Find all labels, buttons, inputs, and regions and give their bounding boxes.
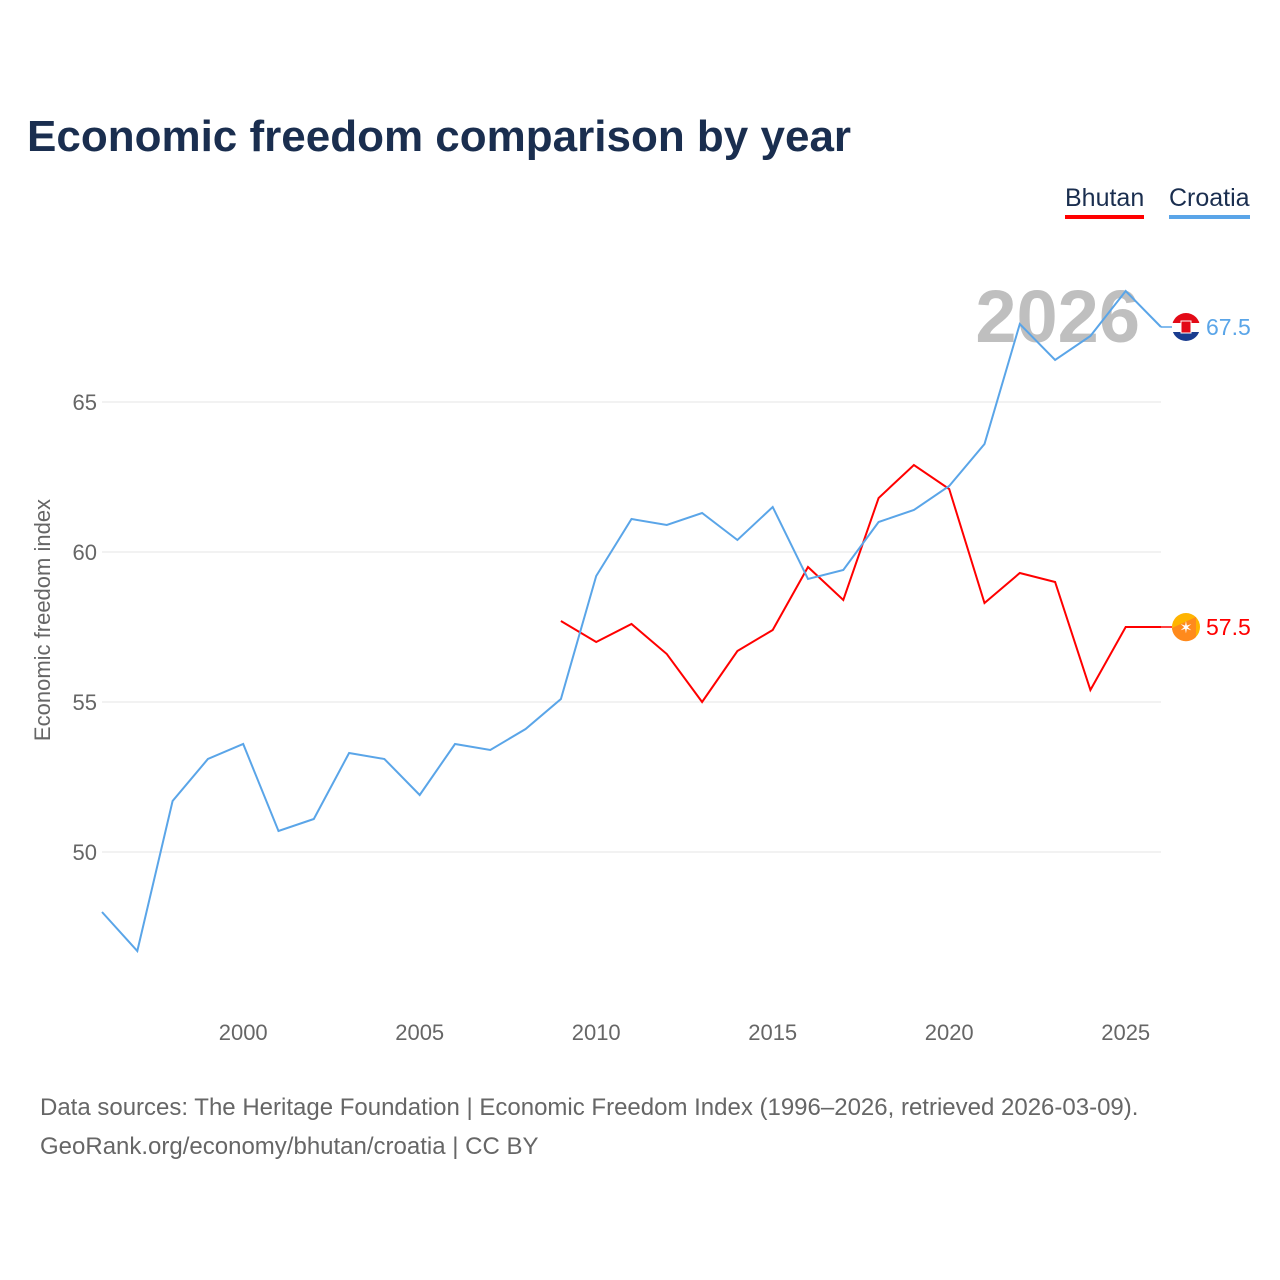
x-tick-label: 2000	[219, 1020, 268, 1045]
svg-text:✶: ✶	[1179, 620, 1192, 637]
x-tick-label: 2020	[925, 1020, 974, 1045]
series-line-bhutan	[560, 463, 1161, 704]
year-watermark: 2026	[975, 275, 1140, 358]
y-tick-label: 55	[73, 690, 97, 715]
y-tick-label: 60	[73, 540, 97, 565]
flag-bhutan-icon: ✶	[1172, 613, 1200, 642]
footer-sources: Data sources: The Heritage Foundation | …	[40, 1094, 1139, 1121]
chart-title: Economic freedom comparison by year	[27, 112, 852, 161]
y-tick-label: 65	[73, 390, 97, 415]
x-tick-label: 2015	[748, 1020, 797, 1045]
x-tick-label: 2025	[1101, 1020, 1150, 1045]
footer: Data sources: The Heritage Foundation | …	[40, 1088, 1138, 1166]
series-line-croatia	[101, 289, 1162, 954]
legend-bhutan[interactable]: Bhutan	[1065, 184, 1145, 219]
y-tick-label: 50	[73, 840, 97, 865]
end-label-bhutan: 57.5	[1206, 614, 1251, 640]
y-axis-label: Economic freedom index	[30, 499, 55, 741]
x-tick-label: 2005	[395, 1020, 444, 1045]
end-label-croatia: 67.5	[1206, 314, 1251, 340]
flag-croatia-icon	[1172, 313, 1200, 341]
x-tick-label: 2010	[572, 1020, 621, 1045]
legend-croatia[interactable]: Croatia	[1169, 184, 1250, 219]
footer-link[interactable]: GeoRank.org/economy/bhutan/croatia | CC …	[40, 1133, 539, 1160]
